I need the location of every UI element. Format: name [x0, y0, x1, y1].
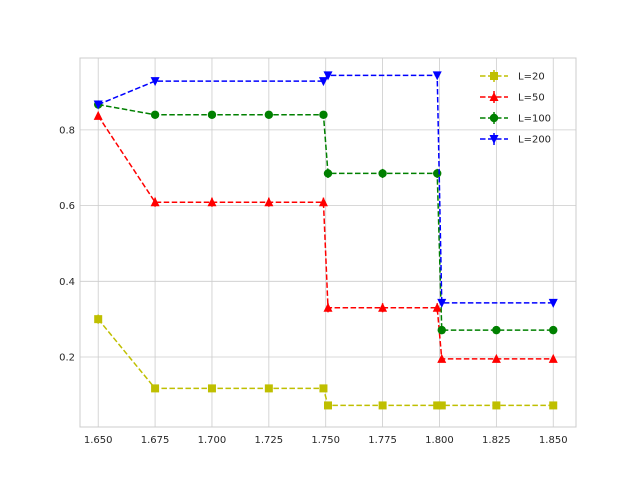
- data-point: [150, 197, 160, 207]
- data-point: [437, 325, 446, 335]
- data-point: [318, 197, 328, 207]
- data-point: [323, 302, 333, 312]
- data-point: [549, 325, 558, 335]
- series-1: [93, 110, 558, 363]
- plot-frame: [79, 57, 577, 428]
- legend-marker: [489, 92, 499, 101]
- x-tick-label: 1.700: [198, 435, 227, 446]
- data-point: [264, 110, 274, 119]
- x-tick-label: 1.850: [539, 435, 568, 446]
- y-tick-label: 0.2: [59, 352, 75, 363]
- legend-item: L=50: [480, 91, 545, 104]
- series-3: [93, 71, 558, 308]
- data-point: [548, 353, 558, 363]
- data-point: [323, 169, 333, 178]
- x-tick-label: 1.775: [368, 435, 397, 446]
- data-point: [93, 110, 103, 120]
- legend-item: L=100: [480, 112, 551, 125]
- legend-marker: [490, 72, 498, 80]
- x-tick-label: 1.750: [311, 435, 340, 446]
- series-0: [94, 314, 558, 410]
- legend-item: L=20: [480, 70, 545, 83]
- data-point: [264, 384, 273, 393]
- data-point: [94, 315, 103, 324]
- x-tick-label: 1.825: [482, 435, 511, 446]
- x-tick-label: 1.675: [141, 435, 170, 446]
- legend-label: L=200: [518, 135, 551, 146]
- data-point: [150, 77, 160, 87]
- x-tick-label: 1.650: [84, 435, 113, 446]
- legend: L=20 L=50 L=100 L=200: [480, 70, 551, 146]
- x-tick-label: 1.725: [255, 435, 284, 446]
- data-point: [432, 71, 442, 81]
- x-axis-ticks: 1.650 1.675 1.700 1.725 1.750 1.775 1.800 1.825…: [84, 435, 568, 446]
- data-point: [549, 401, 558, 410]
- data-point: [264, 197, 274, 207]
- data-point: [432, 302, 442, 312]
- legend-label: L=50: [518, 93, 545, 104]
- legend-item: L=200: [480, 133, 551, 146]
- y-tick-label: 0.8: [59, 125, 75, 136]
- data-point: [437, 298, 447, 308]
- data-point: [437, 401, 446, 410]
- data-point: [319, 110, 328, 119]
- data-point: [437, 353, 447, 363]
- data-point: [378, 169, 387, 178]
- data-point: [318, 77, 328, 87]
- legend-label: L=20: [518, 72, 545, 83]
- data-point: [323, 71, 333, 81]
- data-point: [151, 384, 160, 393]
- data-point: [324, 401, 332, 410]
- legend-marker: [489, 135, 499, 144]
- data-point: [378, 401, 387, 410]
- series-layer: [93, 71, 558, 410]
- data-point: [150, 110, 160, 119]
- data-point: [433, 401, 442, 410]
- data-point: [433, 169, 442, 178]
- y-tick-label: 0.6: [59, 201, 75, 212]
- data-point: [492, 325, 501, 335]
- x-tick-label: 1.800: [425, 435, 454, 446]
- data-point: [207, 384, 216, 393]
- data-point: [491, 353, 501, 363]
- data-point: [548, 298, 558, 308]
- data-point: [319, 384, 328, 393]
- data-point: [207, 197, 217, 207]
- y-axis-ticks: 0.2 0.4 0.6 0.8: [59, 125, 75, 363]
- data-point: [93, 100, 103, 110]
- data-point: [378, 302, 388, 312]
- legend-label: L=100: [518, 114, 551, 125]
- data-point: [207, 110, 217, 119]
- y-tick-label: 0.4: [59, 277, 75, 288]
- legend-marker: [489, 113, 499, 123]
- data-point: [492, 401, 501, 410]
